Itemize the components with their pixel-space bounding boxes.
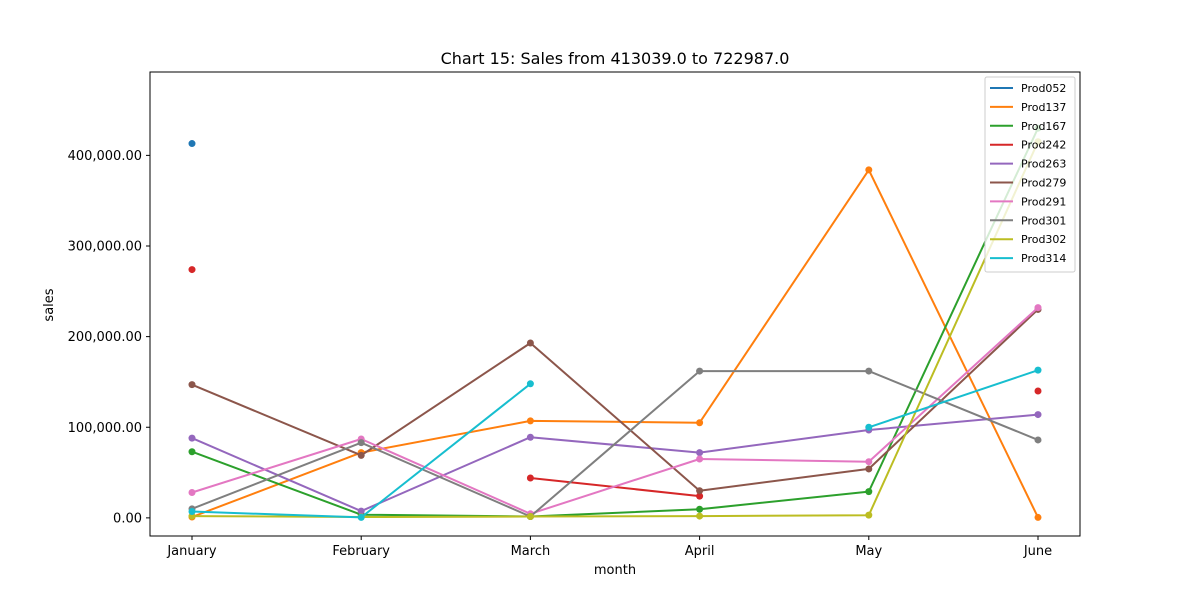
y-axis-label: sales	[42, 288, 57, 321]
legend-entry: Prod242	[990, 139, 1066, 152]
data-point	[696, 505, 704, 513]
data-point	[188, 489, 196, 496]
data-point	[526, 474, 534, 482]
legend-label: Prod301	[1021, 214, 1066, 227]
legend-entry: Prod291	[990, 195, 1066, 208]
data-point	[696, 449, 704, 457]
data-point	[357, 451, 365, 459]
legend-label: Prod279	[1021, 177, 1066, 190]
x-axis-label: month	[594, 563, 636, 578]
data-point	[696, 487, 704, 495]
data-point	[526, 513, 534, 521]
x-tick-label: January	[166, 544, 217, 559]
chart-title: Chart 15: Sales from 413039.0 to 722987.…	[441, 49, 790, 68]
data-point	[526, 433, 534, 441]
data-point	[1034, 411, 1042, 419]
data-point	[188, 434, 196, 442]
series-line	[191, 370, 1039, 518]
legend-entry: Prod302	[990, 233, 1066, 246]
data-point	[188, 448, 196, 456]
series-line	[191, 168, 1039, 518]
data-point	[357, 513, 365, 521]
data-point	[188, 266, 196, 274]
legend: Prod052 Prod137 Prod167 Prod242 Prod263 Prod2…	[984, 76, 1076, 273]
y-tick-label: 0.00	[113, 511, 142, 526]
data-point	[357, 439, 365, 447]
plot-marks	[188, 124, 1042, 521]
data-point	[696, 455, 704, 463]
data-point	[357, 507, 365, 515]
y-tick-label: 100,000.00	[68, 421, 142, 436]
data-point	[1034, 436, 1042, 444]
legend-label: Prod052	[1021, 82, 1066, 95]
data-point	[1034, 304, 1042, 312]
data-point	[865, 166, 873, 174]
data-point	[526, 339, 534, 347]
data-point	[526, 417, 534, 425]
legend-label: Prod314	[1021, 252, 1066, 265]
x-tick-label: March	[511, 544, 551, 559]
legend-entry: Prod167	[990, 120, 1066, 133]
data-point	[865, 465, 873, 473]
data-point	[1034, 513, 1042, 521]
axes: January February March April May June 0.00 100,…	[68, 149, 1053, 559]
data-point	[865, 458, 873, 466]
data-point	[188, 508, 196, 516]
plot-area-frame	[149, 71, 1081, 537]
data-point	[188, 140, 196, 148]
y-tick-label: 200,000.00	[68, 330, 142, 345]
y-tick-label: 300,000.00	[68, 240, 142, 255]
series-line	[191, 306, 1039, 515]
series-Prod314	[188, 366, 1042, 521]
data-point	[696, 367, 704, 375]
data-point	[696, 492, 704, 500]
x-tick-label: May	[855, 544, 882, 559]
data-point	[865, 367, 873, 375]
legend-label: Prod263	[1021, 158, 1066, 171]
data-point	[1034, 387, 1042, 395]
data-point	[865, 511, 873, 519]
legend-label: Prod291	[1021, 195, 1066, 208]
data-point	[526, 380, 534, 388]
y-tick-label: 400,000.00	[68, 149, 142, 164]
legend-entry: Prod137	[990, 101, 1066, 114]
x-tick-label: February	[332, 544, 390, 559]
legend-entry: Prod279	[990, 177, 1066, 190]
legend-entry: Prod052	[990, 82, 1066, 95]
x-tick-label: June	[1023, 544, 1052, 559]
data-point	[696, 512, 704, 520]
data-point	[865, 488, 873, 496]
legend-entry: Prod314	[990, 252, 1066, 265]
series-line	[191, 127, 1039, 518]
legend-entry: Prod263	[990, 158, 1066, 171]
series-Prod279	[188, 305, 1042, 495]
data-point	[865, 423, 873, 431]
data-point	[1034, 366, 1042, 374]
legend-label: Prod302	[1021, 233, 1066, 246]
data-point	[696, 419, 704, 427]
legend-label: Prod167	[1021, 120, 1066, 133]
series-line	[191, 308, 1039, 492]
series-Prod052	[188, 140, 196, 148]
series-line	[868, 369, 1039, 429]
data-point	[188, 381, 196, 389]
x-tick-label: April	[685, 544, 715, 559]
legend-entry: Prod301	[990, 214, 1066, 227]
legend-label: Prod242	[1021, 139, 1066, 152]
legend-label: Prod137	[1021, 101, 1066, 114]
series-Prod137	[188, 166, 1042, 521]
